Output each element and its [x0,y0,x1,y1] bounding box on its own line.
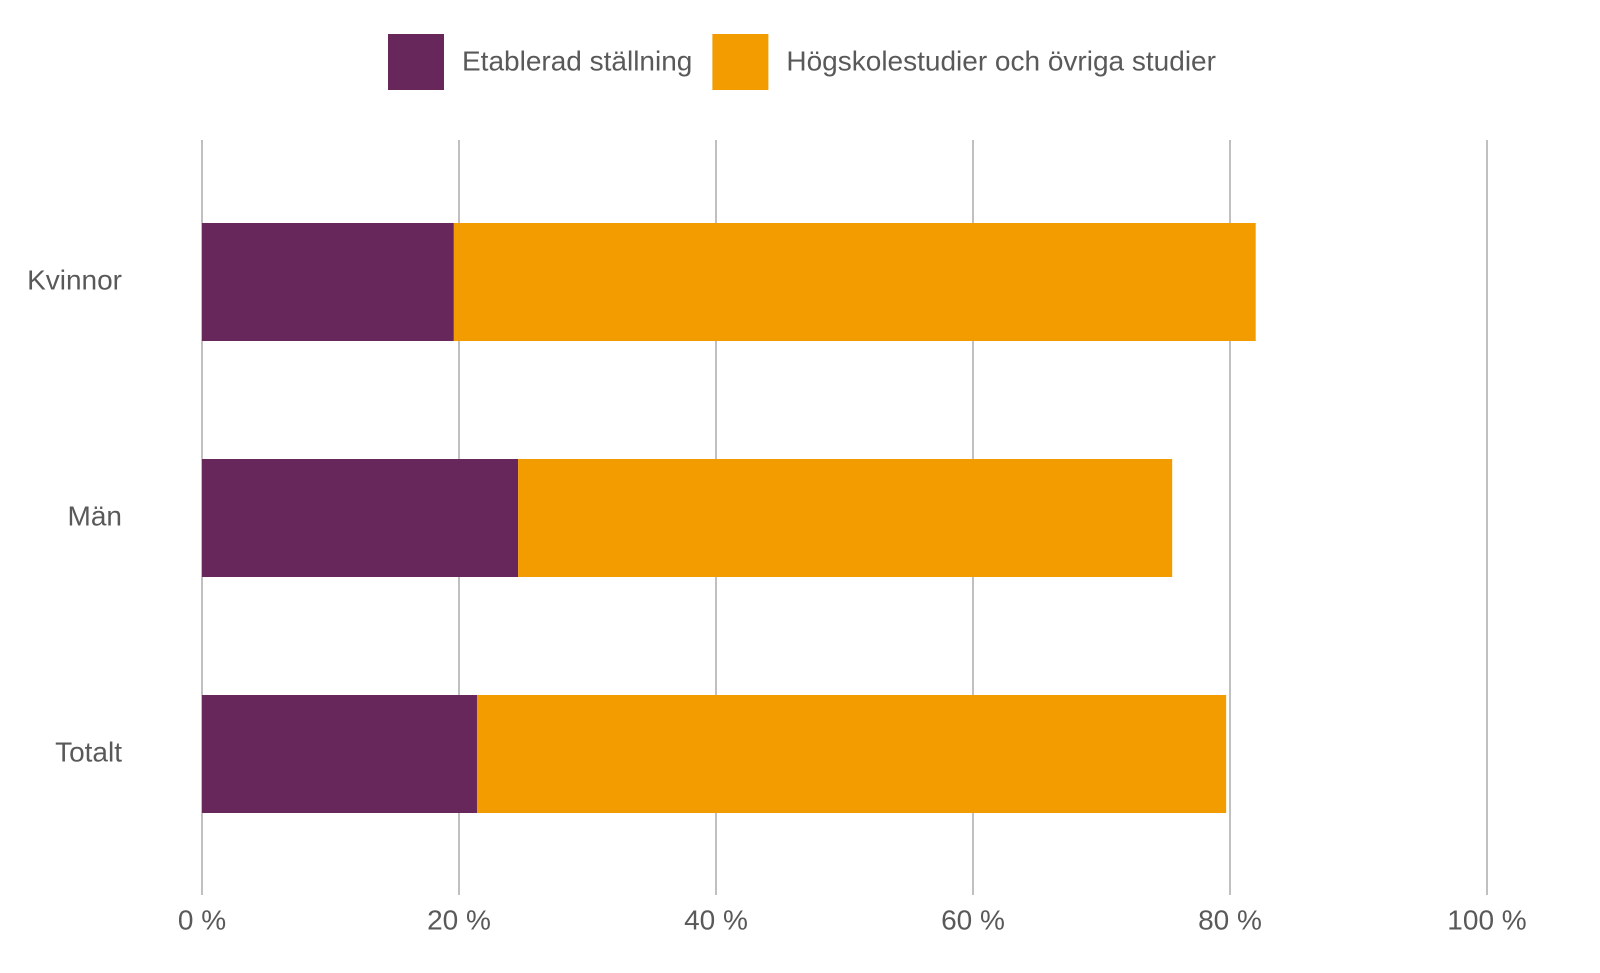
bar-segment [202,459,519,577]
bar-segment [202,223,454,341]
legend-label: Högskolestudier och övriga studier [786,45,1216,76]
x-tick-label: 40 % [684,904,748,935]
y-tick-label: Män [68,500,122,531]
bar-segment [518,459,1173,577]
x-tick-label: 0 % [178,904,226,935]
bar-segment [453,223,1256,341]
y-tick-label: Totalt [55,736,122,767]
legend-swatch [712,34,769,90]
x-tick-label: 60 % [941,904,1005,935]
legend-label: Etablerad ställning [462,45,692,76]
x-tick-label: 80 % [1198,904,1262,935]
x-tick-label: 20 % [427,904,491,935]
x-tick-label: 100 % [1447,904,1526,935]
y-tick-label: Kvinnor [27,264,122,295]
bar-segment [476,695,1227,813]
bar-segment [202,695,477,813]
legend-swatch [388,34,444,90]
